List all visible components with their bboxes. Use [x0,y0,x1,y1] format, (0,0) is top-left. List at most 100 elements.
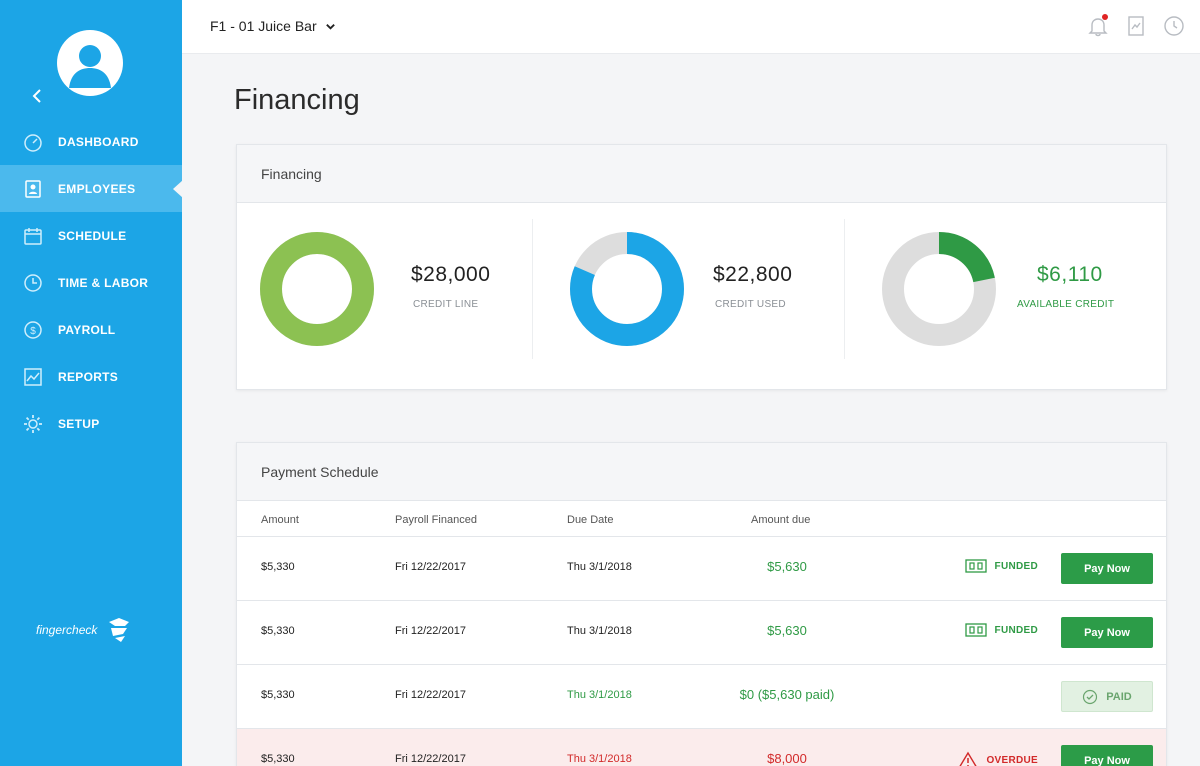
location-selector[interactable]: F1 - 01 Juice Bar [210,18,336,34]
dashboard-icon [22,131,44,153]
table-row: $5,330 Fri 12/22/2017 Thu 3/1/2018 $5,63… [237,537,1166,601]
fingercheck-logo-icon [109,618,130,642]
sidebar-nav: DASHBOARD EMPLOYEES SCHEDULE TIME & LABO… [0,118,183,447]
sidebar-item-label: TIME & LABOR [58,275,149,290]
pay-now-button[interactable]: Pay Now [1061,553,1153,584]
pay-now-button[interactable]: Pay Now [1061,745,1153,766]
amount-due-cell: $5,630 [767,623,807,638]
financing-card: Financing $28,000 CREDIT LINE $22,800 CR… [236,144,1167,390]
sidebar-item-label: PAYROLL [58,322,116,337]
status-badge: FUNDED [964,559,1038,573]
table-row: $5,330 Fri 12/22/2017 Thu 3/1/2018 $8,00… [237,729,1166,766]
column-header-payroll-financed: Payroll Financed [395,514,477,526]
sidebar-item-dashboard[interactable]: DASHBOARD [0,118,182,165]
amount-cell: $5,330 [261,625,295,637]
svg-text:$: $ [30,326,36,337]
table-row: $5,330 Fri 12/22/2017 Thu 3/1/2018 $0 ($… [237,665,1166,729]
financing-summary: $28,000 CREDIT LINE $22,800 CREDIT USED … [237,203,1166,389]
credit-line-donut [260,232,374,346]
payroll-financed-cell: Fri 12/22/2017 [395,689,466,701]
payroll-financed-cell: Fri 12/22/2017 [395,625,466,637]
notifications-bell-icon[interactable] [1086,14,1110,38]
avatar[interactable] [57,30,123,96]
payroll-financed-cell: Fri 12/22/2017 [395,753,466,765]
status-badge: FUNDED [964,623,1038,637]
divider [532,219,533,359]
amount-due-cell: $0 ($5,630 paid) [739,687,835,702]
table-row: $5,330 Fri 12/22/2017 Thu 3/1/2018 $5,63… [237,601,1166,665]
due-date-cell: Thu 3/1/2018 [567,689,632,701]
amount-due-cell: $5,630 [767,559,807,574]
money-icon [964,559,987,573]
sidebar-item-label: EMPLOYEES [58,181,136,196]
column-header-amount: Amount [261,514,299,526]
due-date-cell: Thu 3/1/2018 [567,625,632,637]
dollar-icon: $ [22,319,44,341]
sidebar-item-employees[interactable]: EMPLOYEES [0,165,183,212]
divider [844,219,845,359]
due-date-cell: Thu 3/1/2018 [567,561,632,573]
money-icon [964,623,987,637]
sidebar-item-reports[interactable]: REPORTS [0,353,182,400]
document-icon[interactable] [1124,14,1148,38]
payment-schedule-header: Payment Schedule [237,443,1166,501]
sidebar-item-payroll[interactable]: $ PAYROLL [0,306,182,353]
sidebar: DASHBOARD EMPLOYEES SCHEDULE TIME & LABO… [0,0,183,766]
due-date-cell: Thu 3/1/2018 [567,753,632,765]
status-label: FUNDED [994,560,1038,572]
amount-cell: $5,330 [261,561,295,573]
location-label: F1 - 01 Juice Bar [210,18,317,34]
sidebar-item-label: REPORTS [58,369,119,384]
sidebar-item-time-labor[interactable]: TIME & LABOR [0,259,182,306]
available-credit-summary: $6,110 AVAILABLE CREDIT [857,203,1167,389]
amount-cell: $5,330 [261,689,295,701]
table-header: Amount Payroll Financed Due Date Amount … [237,501,1166,537]
chevron-down-icon [325,23,335,30]
available-credit-donut [882,232,996,346]
sidebar-item-schedule[interactable]: SCHEDULE [0,212,182,259]
credit-used-value: $22,800 [713,263,793,286]
paid-label: PAID [1106,690,1132,703]
help-icon[interactable] [1162,14,1186,38]
calendar-icon [22,225,44,247]
status-label: FUNDED [994,624,1038,636]
credit-line-donut-arc [260,232,374,346]
available-credit-value: $6,110 [1037,263,1103,286]
credit-used-donut [570,232,684,346]
credit-used-donut-arc [570,232,684,346]
sidebar-item-label: SETUP [58,416,100,431]
amount-cell: $5,330 [261,753,295,765]
pay-now-button[interactable]: Pay Now [1061,617,1153,648]
amount-due-cell: $8,000 [767,751,807,766]
column-header-amount-due: Amount due [751,514,811,526]
credit-line-value: $28,000 [411,263,491,286]
payment-schedule-card: Payment Schedule Amount Payroll Financed… [236,442,1167,766]
brand-name: fingercheck [36,623,98,637]
credit-used-label: CREDIT USED [715,299,786,310]
status-badge: OVERDUE [958,751,1038,766]
column-header-due-date: Due Date [567,514,614,526]
credit-line-summary: $28,000 CREDIT LINE [237,203,547,389]
page-title: Financing [234,84,360,116]
top-icons [1072,14,1186,38]
sidebar-item-label: SCHEDULE [58,228,127,243]
status-label: OVERDUE [986,754,1038,766]
paid-button[interactable]: PAID [1061,681,1153,712]
top-bar: F1 - 01 Juice Bar [182,0,1200,54]
brand-logo: fingercheck [36,616,133,644]
user-avatar-icon [69,45,111,88]
financing-card-header: Financing [237,145,1166,203]
clock-icon [22,272,44,294]
available-credit-donut-arc [882,232,996,346]
payroll-financed-cell: Fri 12/22/2017 [395,561,466,573]
sidebar-item-setup[interactable]: SETUP [0,400,182,447]
chevron-left-icon[interactable] [28,86,48,106]
chart-icon [22,366,44,388]
employees-icon [22,178,44,200]
gear-icon [22,413,44,435]
available-credit-label: AVAILABLE CREDIT [1017,299,1115,310]
credit-line-label: CREDIT LINE [413,299,479,310]
warning-icon [959,751,978,766]
notification-dot [1102,14,1108,20]
check-circle-icon [1083,689,1098,704]
